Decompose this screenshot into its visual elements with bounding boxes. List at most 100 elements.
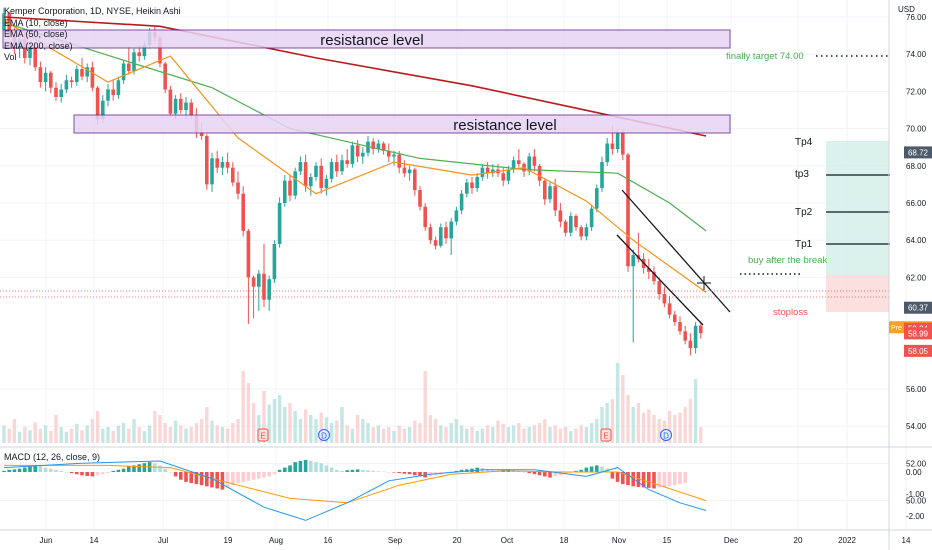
- candle-body: [532, 156, 537, 166]
- candle-body: [548, 186, 552, 200]
- candle-body: [106, 89, 110, 101]
- volume-bar: [506, 427, 511, 443]
- macd-histogram-bar: [361, 469, 365, 472]
- macd-histogram-bar: [28, 466, 32, 472]
- macd-histogram-bar: [132, 465, 136, 472]
- candle-body: [231, 167, 235, 183]
- earnings-marker[interactable]: E: [257, 428, 269, 442]
- volume-bar: [465, 428, 469, 443]
- candle-body: [257, 273, 261, 287]
- dividend-marker[interactable]: D: [318, 429, 330, 441]
- time-tick-label: 19: [224, 536, 233, 545]
- macd-histogram-bar: [636, 472, 641, 487]
- dividend-marker-circle[interactable]: [318, 429, 330, 441]
- symbol-title[interactable]: Kemper Corporation, 1D, NYSE, Heikin Ash…: [4, 6, 181, 16]
- resistance-level-mid[interactable]: resistance level: [73, 114, 731, 134]
- candle-body: [376, 143, 381, 150]
- earnings-marker[interactable]: E: [600, 428, 612, 442]
- resistance-box-mid[interactable]: [73, 114, 731, 134]
- macd-histogram-bar: [231, 472, 235, 486]
- volume-bar: [433, 419, 438, 443]
- dividend-marker-circle[interactable]: [660, 429, 672, 441]
- descending-channel[interactable]: [616, 189, 731, 326]
- macd-histogram-bar: [90, 472, 95, 477]
- volume-bar: [496, 420, 500, 443]
- candle-body: [80, 69, 84, 77]
- candle-body: [647, 268, 651, 272]
- candle-body: [272, 243, 277, 280]
- chart-legend[interactable]: Kemper Corporation, 1D, NYSE, Heikin Ash…: [4, 6, 181, 64]
- ema10-legend[interactable]: EMA (10, close): [4, 17, 68, 28]
- macd-histogram-bar: [236, 472, 240, 483]
- price-badge: [904, 344, 932, 357]
- candle-body: [371, 141, 375, 150]
- event-marker-label: D: [663, 432, 669, 441]
- ema50-legend[interactable]: EMA (50, close): [4, 29, 68, 39]
- volume-bar: [584, 427, 589, 443]
- volume-bar: [631, 407, 635, 443]
- candle-body: [563, 221, 568, 233]
- resistance-label-top: resistance level: [320, 32, 423, 49]
- candle-body: [407, 169, 412, 174]
- candle-body: [85, 67, 89, 77]
- volume-bar: [7, 428, 11, 443]
- macd-histogram-bar: [610, 472, 615, 479]
- volume-bar: [345, 425, 349, 443]
- ema200-legend[interactable]: EMA (200, close): [4, 40, 73, 51]
- candle-body: [28, 46, 32, 58]
- macd-histogram-bar: [7, 469, 11, 472]
- macd-histogram-bar: [283, 467, 287, 472]
- resistance-level-top[interactable]: resistance level: [2, 29, 731, 49]
- price-axis[interactable]: 76.00 74.00 72.00 70.00 68.00 66.00 64.00 62.00…: [906, 13, 927, 506]
- earnings-marker-box[interactable]: [600, 428, 612, 442]
- candle-body: [626, 154, 630, 267]
- earnings-marker-box[interactable]: [257, 428, 269, 442]
- volume-bar: [12, 419, 17, 443]
- volume-bar: [288, 403, 292, 443]
- dividend-marker[interactable]: D: [660, 429, 672, 441]
- volume-bar: [137, 427, 141, 443]
- macd-histogram-bar: [54, 469, 58, 472]
- macd-histogram-bar: [69, 472, 74, 474]
- volume-bar: [491, 427, 495, 443]
- buy-break-level[interactable]: buy after the break: [740, 255, 827, 275]
- candle-body: [475, 176, 479, 189]
- candle-body: [69, 80, 74, 83]
- macd-histogram-bar: [397, 472, 401, 474]
- channel-lower-line[interactable]: [616, 234, 704, 326]
- volume-bar: [470, 427, 474, 443]
- volume-bar: [439, 425, 443, 443]
- macd-histogram-bar: [189, 472, 193, 483]
- volume-legend[interactable]: Vol: [4, 52, 17, 62]
- candle-body: [184, 102, 188, 110]
- candle-body: [225, 162, 230, 168]
- candle-body: [418, 189, 422, 207]
- time-axis[interactable]: Jun 14 Jul 19 Aug 16 Sep 20 Oct 18 Nov 15 Dec 20 2022 1…: [40, 536, 911, 545]
- candle-body: [584, 227, 589, 237]
- macd-legend[interactable]: MACD (12, 26, close, 9): [4, 452, 101, 462]
- volume-bar: [673, 415, 677, 443]
- macd-histogram-bar: [595, 465, 599, 472]
- candle-body: [324, 178, 329, 189]
- volume-bar: [158, 415, 162, 443]
- volume-bar: [132, 419, 136, 443]
- channel-upper-line[interactable]: [621, 189, 731, 313]
- macd-histogram-bar: [381, 471, 386, 473]
- macd-histogram-bar: [621, 472, 625, 485]
- macd-histogram-bar: [459, 469, 464, 472]
- final-target[interactable]: finally target 74.00: [726, 51, 890, 62]
- candle-body: [309, 176, 313, 187]
- volume-bar: [272, 399, 277, 443]
- volume-bar: [548, 427, 552, 443]
- candle-body: [537, 165, 542, 181]
- macd-histogram-bar: [449, 471, 453, 473]
- volume-bar: [376, 425, 381, 443]
- resistance-box-top[interactable]: [2, 29, 731, 49]
- candle-body: [335, 162, 339, 172]
- volume-bar: [569, 431, 573, 443]
- macd-histogram-bar: [288, 465, 292, 472]
- macd-axis[interactable]: 0.00 -1.00 -2.00: [906, 468, 925, 521]
- tp-levels[interactable]: Tp4 tp3 Tp2 Tp1: [795, 137, 890, 250]
